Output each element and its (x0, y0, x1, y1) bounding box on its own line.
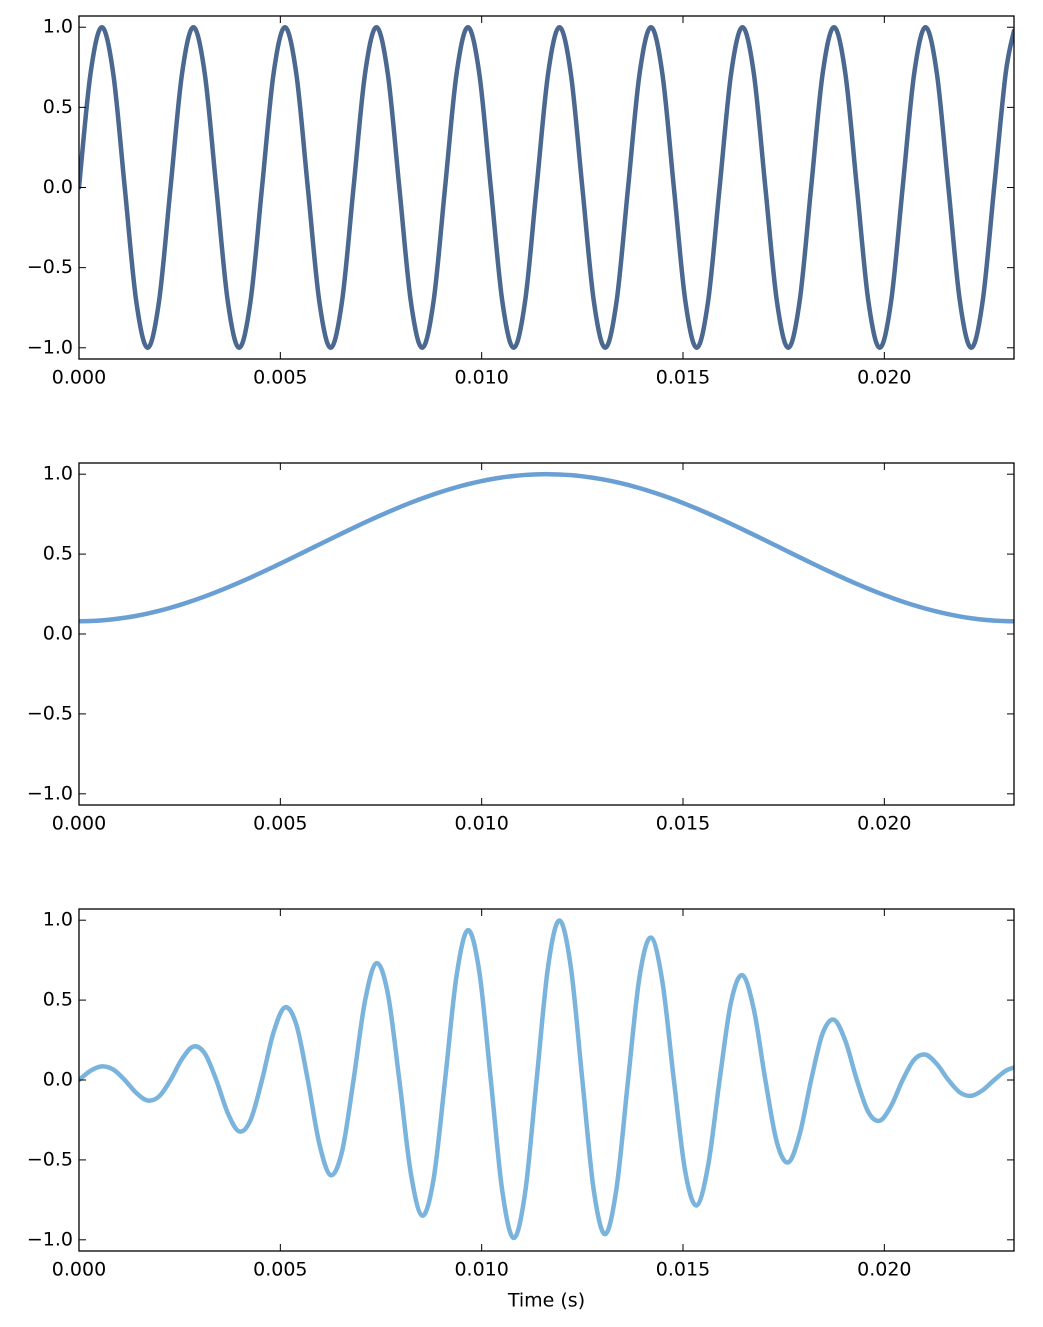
x-tick-label: 0.005 (253, 367, 307, 389)
x-tick-label: 0.020 (857, 1259, 911, 1281)
y-tick-label: −1.0 (27, 1228, 73, 1250)
x-tick-label: 0.015 (656, 813, 710, 835)
y-tick-label: 0.5 (43, 543, 73, 565)
y-tick-label: −1.0 (27, 336, 73, 358)
y-tick-label: −0.5 (27, 256, 73, 278)
y-tick-label: 1.0 (43, 909, 73, 931)
line-series (79, 471, 1014, 624)
x-tick-label: 0.010 (454, 1259, 508, 1281)
x-tick-label: 0.005 (253, 1259, 307, 1281)
line-series (79, 918, 1014, 1241)
x-tick-label: 0.015 (656, 367, 710, 389)
y-tick-label: 0.0 (43, 623, 73, 645)
x-tick-label: 0.000 (52, 813, 106, 835)
y-tick-label: 1.0 (43, 463, 73, 485)
x-tick-label: 0.000 (52, 367, 106, 389)
x-tick-label: 0.010 (454, 367, 508, 389)
x-tick-label: 0.020 (857, 367, 911, 389)
y-tick-label: 0.0 (43, 176, 73, 198)
axes-frame (78, 908, 1015, 1252)
x-axis-label: Time (s) (507, 1290, 585, 1312)
y-tick-label: 1.0 (43, 16, 73, 38)
axes-frame (78, 462, 1015, 806)
y-tick-label: 0.5 (43, 96, 73, 118)
axes-frame (78, 15, 1015, 360)
y-tick-label: −0.5 (27, 1148, 73, 1170)
x-tick-label: 0.020 (857, 813, 911, 835)
x-tick-label: 0.010 (454, 813, 508, 835)
x-tick-label: 0.015 (656, 1259, 710, 1281)
y-tick-label: 0.5 (43, 989, 73, 1011)
line-series (79, 24, 1014, 351)
y-tick-label: −1.0 (27, 782, 73, 804)
y-tick-label: −0.5 (27, 702, 73, 724)
y-tick-label: 0.0 (43, 1069, 73, 1091)
x-tick-label: 0.005 (253, 813, 307, 835)
x-tick-label: 0.000 (52, 1259, 106, 1281)
